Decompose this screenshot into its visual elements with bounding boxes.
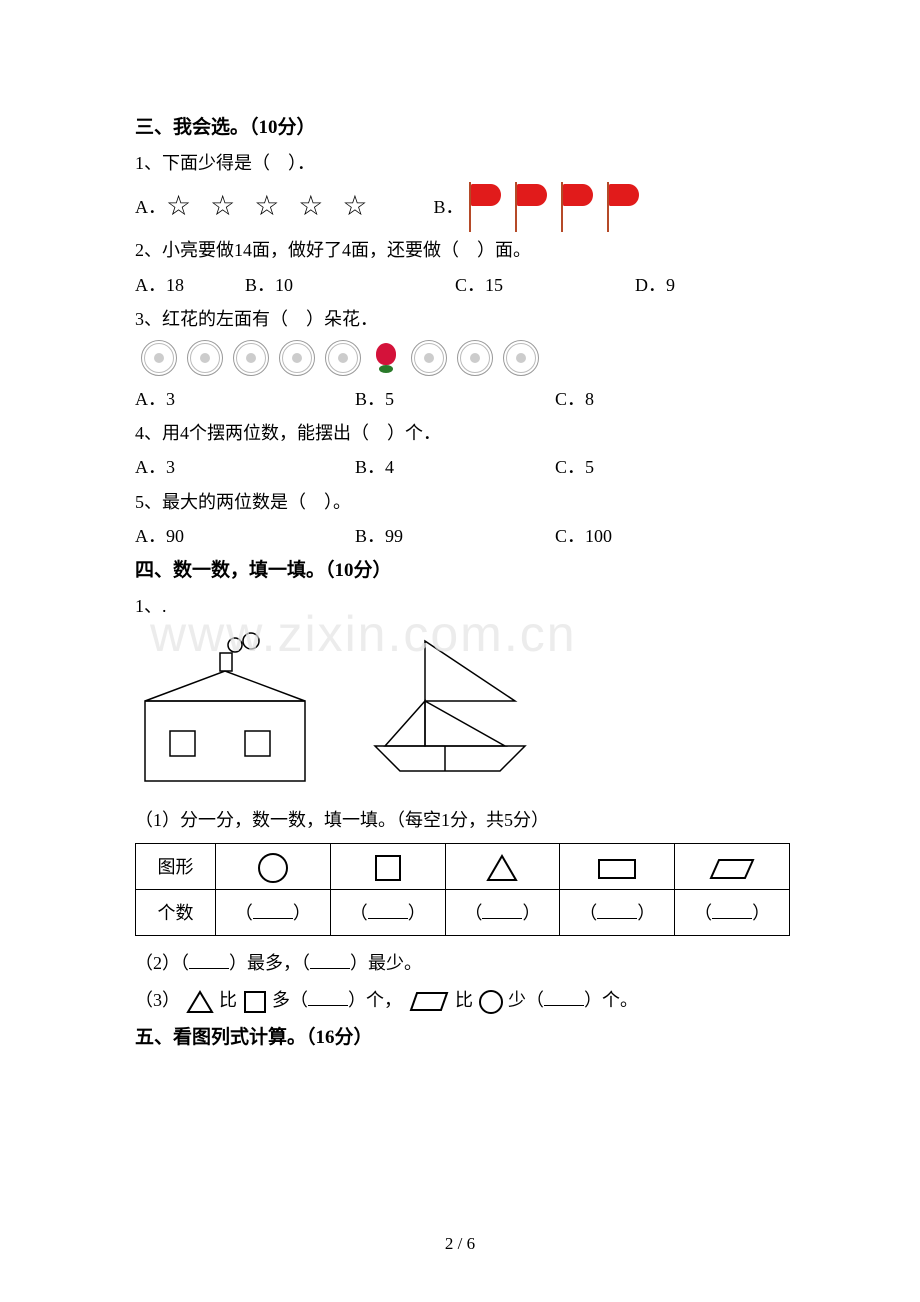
flower-icon bbox=[141, 340, 177, 376]
q5-options: A．90 B．99 C．100 bbox=[135, 519, 790, 553]
q4-opt-c: C．5 bbox=[555, 450, 594, 484]
q4-opt-a: A．3 bbox=[135, 450, 355, 484]
stars-icon: ☆ ☆ ☆ ☆ ☆ bbox=[166, 180, 374, 233]
figure-row bbox=[135, 631, 790, 791]
page-content: 三、我会选。（10分） 1、下面少得是（ ）． A． ☆ ☆ ☆ ☆ ☆ B． … bbox=[0, 0, 920, 1116]
q2-options: A．18 B．10 C．15 D．9 bbox=[135, 268, 790, 302]
q4-options: A．3 B．4 C．5 bbox=[135, 450, 790, 484]
q2-stem: 2、小亮要做14面，做好了4面，还要做（ ）面。 bbox=[135, 233, 790, 267]
sub2-line: （2）（）最多，（）最少。 bbox=[135, 946, 790, 980]
triangle-icon bbox=[185, 989, 215, 1015]
shape-rect-cell bbox=[560, 844, 675, 890]
flag-icon bbox=[602, 182, 642, 232]
row1-label: 图形 bbox=[136, 844, 216, 890]
count-cell: （） bbox=[330, 890, 445, 936]
square-icon bbox=[242, 989, 268, 1015]
section4-heading: 四、数一数，填一填。（10分） bbox=[135, 553, 790, 589]
q5-opt-b: B．99 bbox=[355, 519, 555, 553]
q2-opt-a: A．18 bbox=[135, 268, 245, 302]
q3-opt-c: C．8 bbox=[555, 382, 594, 416]
count-cell: （） bbox=[216, 890, 331, 936]
flower-icon bbox=[503, 340, 539, 376]
count-cell: （） bbox=[445, 890, 560, 936]
flower-icon bbox=[411, 340, 447, 376]
q1-stem: 1、下面少得是（ ）． bbox=[135, 146, 790, 180]
table-row: 个数 （） （） （） （） （） bbox=[136, 890, 790, 936]
flower-icon bbox=[233, 340, 269, 376]
q5-stem: 5、最大的两位数是（ ）。 bbox=[135, 485, 790, 519]
flower-icon bbox=[187, 340, 223, 376]
shape-square-cell bbox=[330, 844, 445, 890]
house-figure bbox=[135, 631, 315, 791]
parallelogram-icon bbox=[407, 990, 451, 1014]
q4-1-label: 1、. bbox=[135, 589, 790, 623]
table-row: 图形 bbox=[136, 844, 790, 890]
flower-row bbox=[141, 340, 790, 376]
flag-icon bbox=[464, 182, 504, 232]
count-cell: （） bbox=[560, 890, 675, 936]
flag-icon bbox=[510, 182, 550, 232]
flag-icon bbox=[556, 182, 596, 232]
q4-opt-b: B．4 bbox=[355, 450, 555, 484]
circle-icon bbox=[478, 989, 504, 1015]
q4-stem: 4、用4个摆两位数，能摆出（ ）个． bbox=[135, 416, 790, 450]
shape-circle-cell bbox=[216, 844, 331, 890]
boat-figure bbox=[355, 631, 555, 791]
row2-label: 个数 bbox=[136, 890, 216, 936]
shape-parallelogram-cell bbox=[675, 844, 790, 890]
flower-icon bbox=[457, 340, 493, 376]
section3-heading: 三、我会选。（10分） bbox=[135, 110, 790, 146]
q5-opt-c: C．100 bbox=[555, 519, 612, 553]
rose-icon bbox=[373, 343, 399, 373]
flower-icon bbox=[325, 340, 361, 376]
shape-table: 图形 个数 （） （） （） （） （） bbox=[135, 843, 790, 936]
count-cell: （） bbox=[675, 890, 790, 936]
q2-opt-c: C．15 bbox=[455, 268, 635, 302]
flower-icon bbox=[279, 340, 315, 376]
q2-opt-b: B．10 bbox=[245, 268, 455, 302]
q1-opt-b-label: B． bbox=[434, 190, 464, 224]
q5-opt-a: A．90 bbox=[135, 519, 355, 553]
sub1-text: （1）分一分，数一数，填一填。（每空1分，共5分） bbox=[135, 803, 790, 837]
q3-opt-b: B．5 bbox=[355, 382, 555, 416]
section5-heading: 五、看图列式计算。（16分） bbox=[135, 1020, 790, 1056]
q2-opt-d: D．9 bbox=[635, 268, 675, 302]
q1-opt-a-label: A． bbox=[135, 190, 166, 224]
shape-triangle-cell bbox=[445, 844, 560, 890]
q3-stem: 3、红花的左面有（ ）朵花． bbox=[135, 302, 790, 336]
page-number: 2 / 6 bbox=[0, 1234, 920, 1254]
sub3-line: （3） 比 多（）个， 比 少（）个。 bbox=[135, 981, 790, 1021]
q3-opt-a: A．3 bbox=[135, 382, 355, 416]
q3-options: A．3 B．5 C．8 bbox=[135, 382, 790, 416]
